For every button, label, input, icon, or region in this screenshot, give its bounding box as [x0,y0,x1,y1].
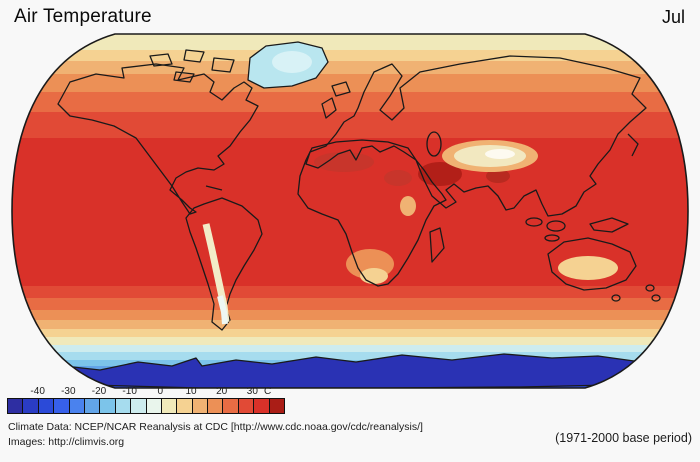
arctic-island-3 [211,57,235,73]
new-guinea [589,217,629,233]
arctic-island-4 [173,71,195,83]
colorbar-segment [208,399,224,413]
colorbar-tick-label: -20 [91,386,107,397]
colorbar-segment [8,399,24,413]
colorbar-segment [38,399,55,413]
base-period-label: (1971-2000 base period) [555,431,692,445]
colorbar-segment [23,399,39,413]
east-africa-highland-patch [400,196,416,216]
java [544,234,560,242]
colorbar [7,398,285,414]
colorbar-tick-label: 0 [157,386,164,397]
month-label: Jul [661,7,685,27]
madagascar [429,227,445,263]
temperature-bands [12,34,688,388]
regional-patches [314,140,618,284]
greenland-ice-core [272,51,312,73]
tibet-cold-core [485,149,515,159]
colorbar-tick-label: -40 [30,386,45,397]
new-zealand-south [651,294,661,302]
colorbar-segment [131,399,147,413]
colorbar-ticks: -40 -30 -20 -10 0 10 20 30 [0,386,320,397]
colorbar-tick-label: -30 [61,386,76,397]
figure-title: Air Temperature [14,6,152,27]
cuba [205,185,223,191]
caspian-sea [426,131,442,157]
colorbar-segment [269,399,285,413]
colorbar-tick-label: 10 [185,386,197,397]
south-africa-tip-patch [360,268,388,284]
south-america-outline [185,197,263,331]
colorbar-segment [238,399,255,413]
colorbar-segment [223,399,239,413]
colorbar-segment [146,399,162,413]
colorbar-tick-label: 20 [216,386,228,397]
andes-cold-tip [217,295,228,325]
colorbar-segment [54,399,70,413]
colorbar-segment [254,399,270,413]
borneo [546,220,566,232]
colorbar-unit: C [264,386,272,397]
sumatra [525,217,543,227]
colorbar-segment [69,399,85,413]
colorbar-segment [161,399,178,413]
tasmania [611,294,621,302]
british-isles [321,97,337,119]
iceland [331,81,351,97]
coastlines [31,41,661,388]
colorbar-segment [115,399,132,413]
arctic-island-1 [149,53,173,67]
colorbar-tick-label: -10 [122,386,137,397]
arctic-island-2 [183,49,205,63]
australia-outline [547,237,637,291]
middle-east-hot-patch [418,162,462,186]
sudan-hot-patch [384,170,412,186]
colorbar-segment [100,399,116,413]
credit-climate-data: Climate Data: NCEP/NCAR Reanalysis at CD… [8,421,423,433]
africa-outline [297,139,447,287]
map-outline [11,33,689,389]
colorbar-segment [84,399,101,413]
colorbar-tick-label: 30 [246,386,258,397]
north-america-outline [57,63,259,215]
india-hot-patch [486,169,510,183]
japan [627,133,639,157]
credit-images: Images: http://climvis.org [8,436,125,448]
australia-interior-patch [558,256,618,280]
sahara-hot-patch [314,152,374,172]
eurasia-outline [305,55,647,217]
colorbar-segment [192,399,209,413]
world-temperature-map [11,33,689,389]
new-zealand-north [645,284,655,292]
colorbar-segment [177,399,193,413]
